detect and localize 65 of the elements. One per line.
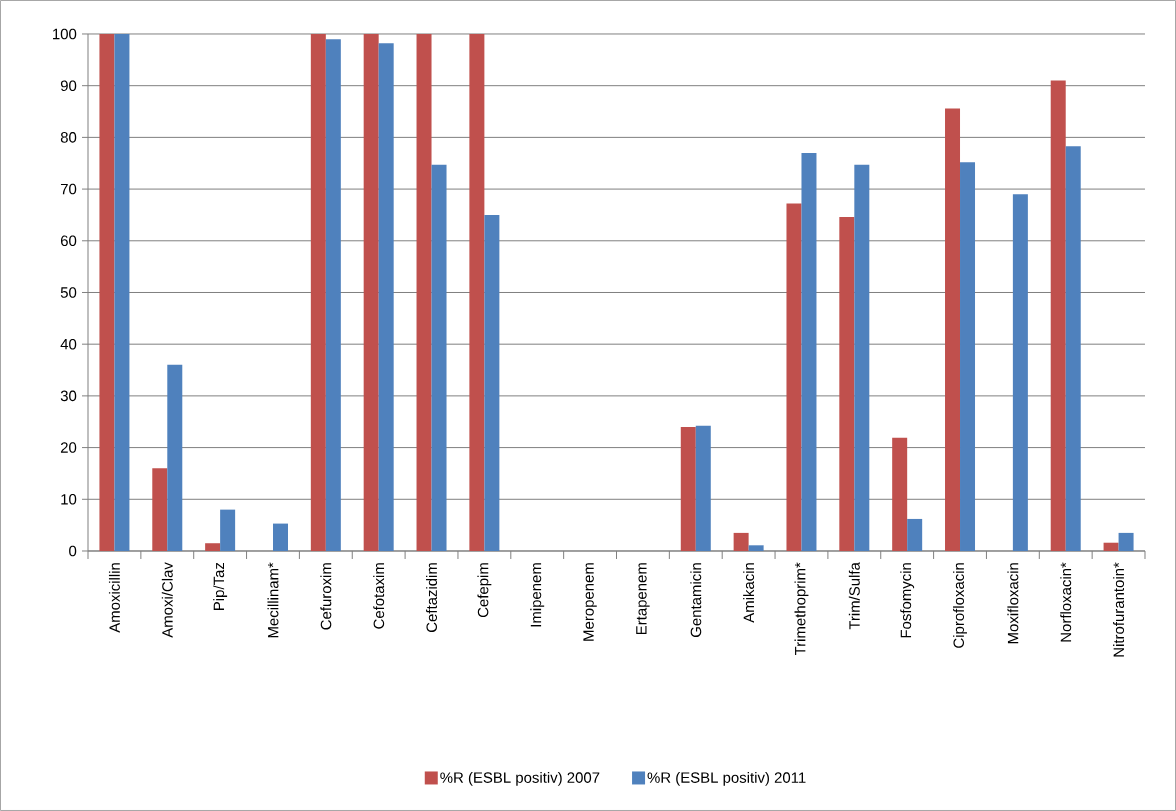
bar: [786, 203, 802, 551]
bar: [680, 426, 696, 551]
y-tick-label: 30: [60, 390, 77, 402]
x-tick-label: Mecillinam*: [267, 562, 279, 638]
bar: [99, 33, 115, 551]
x-tick-label: Gentamicin: [690, 563, 702, 637]
y-tick-label: 100: [53, 28, 77, 40]
bar: [363, 33, 379, 551]
y-tick-label: 60: [60, 235, 77, 247]
bar: [1050, 80, 1066, 551]
x-tick-label: Moxifloxacin: [1007, 563, 1019, 644]
bar: [1103, 542, 1119, 551]
bar: [167, 364, 183, 551]
bar: [469, 33, 485, 551]
bar: [416, 33, 432, 551]
bar: [205, 543, 221, 551]
x-tick-label: Cefuroxim: [320, 563, 332, 630]
bar: [114, 33, 130, 551]
x-tick-label: Trim/Sulfa: [848, 562, 860, 630]
y-tick-label: 70: [60, 183, 77, 195]
x-tick-label: Pip/Taz: [213, 562, 228, 610]
bar: [945, 108, 961, 551]
y-tick-label: 0: [69, 545, 77, 557]
legend-label: %R (ESBL positiv) 2007: [440, 771, 600, 786]
bar: [378, 43, 394, 551]
x-tick-label: Meropenem: [583, 563, 597, 641]
bar: [748, 545, 764, 551]
y-tick-label: 80: [60, 132, 77, 143]
x-tick-label: Nitrofurantoin*: [1113, 562, 1125, 657]
x-tick-label: Fosfomycin: [900, 563, 915, 638]
x-tick-label: Norfloxacin*: [1060, 562, 1072, 642]
bar: [695, 425, 711, 551]
x-tick-label: Cefotaxim: [373, 563, 385, 629]
bar: [325, 39, 341, 551]
bar: [1065, 146, 1081, 551]
bar: [220, 509, 236, 551]
y-tick-label: 90: [60, 80, 77, 91]
y-tick-label: 50: [60, 287, 77, 298]
bar: [1012, 194, 1028, 551]
y-tick-label: 10: [61, 493, 77, 505]
bar: [272, 523, 288, 551]
legend-label: %R (ESBL positiv) 2011: [647, 771, 806, 786]
x-tick-label: Amoxi/Clav: [161, 562, 173, 638]
bar: [733, 532, 749, 551]
x-tick-label: Ciprofloxacin: [953, 563, 967, 648]
bar: [431, 164, 447, 551]
bar: [839, 217, 855, 551]
x-tick-label: Ceftazidim: [426, 563, 438, 632]
bar: [892, 437, 908, 551]
bar: [1118, 532, 1134, 551]
x-tick-label: Trimethoprim*: [794, 562, 809, 656]
y-tick-label: 40: [60, 338, 77, 350]
bar: [801, 152, 817, 551]
y-tick-label: 20: [60, 442, 77, 453]
x-tick-label: Amikacin: [743, 563, 755, 623]
bar: [484, 214, 500, 551]
x-tick-label: Amoxicillin: [108, 563, 120, 633]
bar: [310, 33, 326, 551]
x-tick-label: Cefepim: [477, 563, 492, 618]
x-tick-label: Ertapenem: [636, 563, 650, 635]
bar: [960, 162, 976, 551]
bar: [854, 164, 870, 551]
x-tick-label: Imipenem: [530, 563, 545, 627]
bar: [152, 468, 168, 551]
bar: [907, 518, 923, 551]
